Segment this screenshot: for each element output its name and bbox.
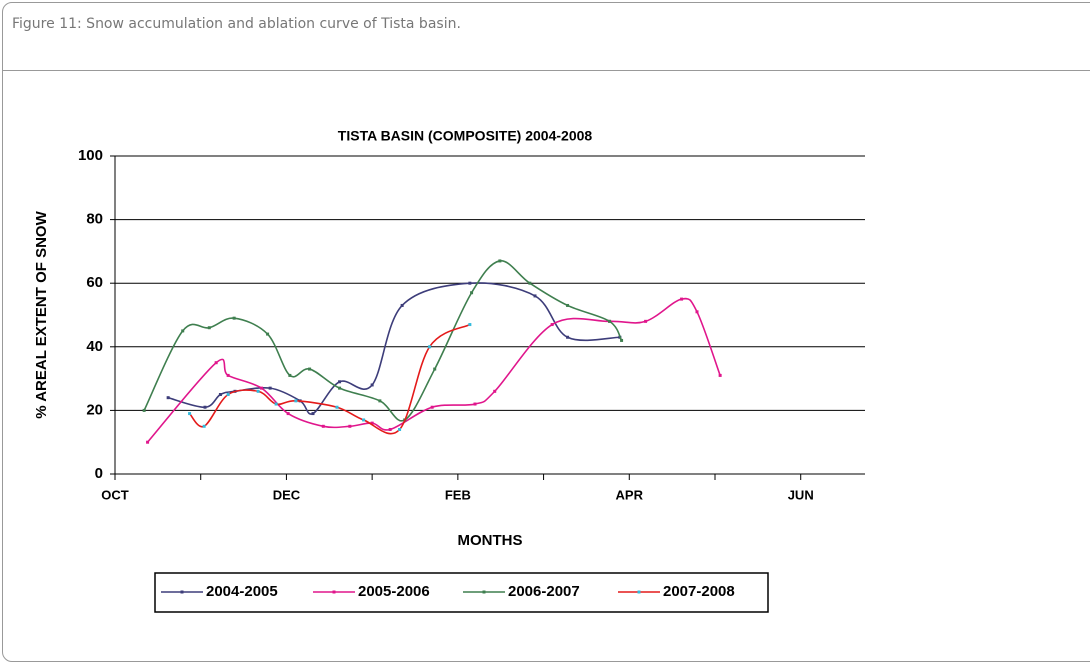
point-marker [388, 427, 392, 431]
y-tick-label: 80 [86, 211, 103, 228]
point-marker [550, 323, 554, 327]
point-marker [207, 326, 211, 330]
series-line [146, 297, 721, 443]
point-marker [226, 393, 230, 396]
point-marker [166, 396, 170, 400]
chart-title: TISTA BASIN (COMPOSITE) 2004-2008 [338, 128, 593, 144]
point-marker [430, 405, 434, 409]
point-marker [321, 424, 325, 428]
point-marker [468, 323, 472, 327]
point-marker [146, 440, 150, 444]
series-line [167, 282, 620, 415]
point-marker [644, 319, 648, 323]
y-tick-label: 20 [86, 401, 103, 418]
point-marker [695, 310, 699, 314]
y-axis-label: % AREAL EXTENT OF SNOW [33, 210, 50, 418]
point-marker [260, 386, 264, 390]
point-marker [566, 303, 570, 307]
point-marker [493, 389, 497, 393]
point-marker [274, 402, 278, 406]
point-marker [566, 335, 570, 339]
point-marker [608, 319, 612, 323]
point-marker [288, 373, 292, 377]
x-tick-label: OCT [101, 487, 129, 502]
point-marker [370, 383, 374, 387]
legend-box [154, 572, 769, 613]
y-tick-label: 60 [86, 274, 103, 291]
point-marker [400, 303, 404, 307]
point-marker [203, 405, 207, 409]
point-marker [256, 389, 260, 393]
point-marker [142, 408, 146, 412]
legend-marker [637, 590, 641, 594]
point-marker [473, 402, 477, 406]
x-tick-label: DEC [273, 487, 301, 502]
point-marker [286, 412, 290, 416]
series-line [188, 323, 471, 435]
caption-rule [2, 70, 1090, 71]
point-marker [338, 386, 342, 390]
point-marker [362, 418, 366, 422]
y-tick-label: 40 [86, 338, 103, 355]
legend-marker [180, 590, 184, 594]
figure-caption: Figure 11: Snow accumulation and ablatio… [12, 16, 461, 32]
point-marker [202, 424, 206, 428]
point-marker [433, 367, 437, 371]
legend-label: 2006-2007 [508, 583, 580, 600]
legend-marker [332, 590, 336, 594]
point-marker [398, 427, 402, 431]
x-axis-label: MONTHS [458, 532, 523, 549]
point-marker [218, 393, 222, 396]
legend-label: 2004-2005 [206, 583, 278, 600]
point-marker [378, 399, 382, 403]
legend-marker [482, 590, 486, 594]
point-marker [266, 332, 270, 336]
point-marker [232, 316, 236, 320]
point-marker [268, 386, 272, 390]
point-marker [338, 380, 342, 384]
legend-label: 2007-2008 [663, 583, 735, 600]
y-tick-label: 100 [78, 147, 103, 164]
point-marker [428, 345, 432, 349]
point-marker [718, 373, 722, 377]
legend-label: 2005-2006 [358, 583, 430, 600]
point-marker [370, 421, 374, 425]
point-marker [181, 329, 185, 333]
x-tick-label: APR [616, 487, 644, 502]
point-marker [188, 412, 192, 416]
x-tick-label: FEB [445, 487, 471, 502]
point-marker [680, 297, 684, 301]
point-marker [528, 281, 532, 285]
point-marker [226, 373, 230, 377]
point-marker [348, 424, 352, 428]
point-marker [498, 259, 502, 263]
point-marker [294, 399, 298, 403]
point-marker [214, 361, 218, 365]
y-tick-label: 0 [95, 465, 103, 482]
point-marker [468, 281, 472, 285]
point-marker [335, 405, 339, 409]
x-tick-label: JUN [788, 487, 814, 502]
point-marker [533, 294, 537, 298]
chart: TISTA BASIN (COMPOSITE) 2004-2008 MONTHS… [33, 128, 865, 613]
point-marker [311, 412, 315, 416]
point-marker [470, 291, 474, 295]
point-marker [308, 367, 312, 371]
point-marker [620, 338, 624, 342]
series-line [143, 260, 623, 422]
